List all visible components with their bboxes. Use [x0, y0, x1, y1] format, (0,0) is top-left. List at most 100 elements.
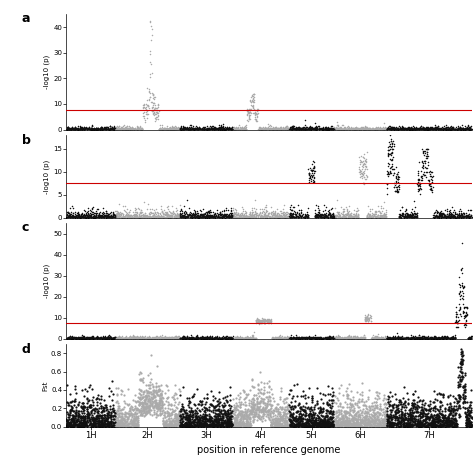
Point: [189, 124, 197, 132]
Point: [243, 126, 250, 133]
Point: [399, 335, 407, 342]
Point: [389, 334, 397, 342]
Point: [115, 210, 122, 217]
Point: [91, 416, 98, 424]
Point: [383, 335, 390, 342]
Point: [242, 393, 250, 401]
Point: [148, 407, 155, 414]
Point: [382, 125, 390, 132]
Point: [365, 418, 373, 426]
Point: [325, 421, 332, 428]
Point: [406, 408, 414, 416]
Point: [338, 210, 346, 217]
Point: [98, 333, 105, 340]
Point: [273, 211, 281, 219]
Point: [339, 208, 346, 216]
Point: [311, 126, 319, 133]
Point: [380, 126, 387, 133]
Point: [95, 419, 103, 426]
Point: [232, 407, 240, 414]
Point: [416, 414, 423, 421]
Point: [107, 408, 114, 416]
Point: [428, 126, 436, 133]
Point: [311, 334, 319, 342]
Point: [382, 415, 389, 423]
Point: [327, 419, 334, 426]
Point: [401, 334, 409, 342]
Point: [234, 405, 241, 413]
Point: [271, 211, 278, 219]
Point: [174, 418, 182, 426]
Point: [123, 124, 130, 131]
Point: [329, 410, 337, 418]
Point: [272, 405, 280, 412]
Point: [347, 421, 355, 428]
Point: [162, 422, 170, 429]
Point: [368, 411, 375, 419]
Point: [337, 399, 344, 407]
Point: [135, 210, 143, 218]
Point: [313, 210, 321, 218]
Point: [381, 422, 389, 430]
Point: [260, 410, 268, 418]
Point: [195, 125, 202, 133]
Point: [368, 335, 376, 342]
Point: [353, 388, 361, 396]
Point: [250, 335, 258, 342]
Point: [70, 423, 77, 430]
Point: [111, 418, 119, 426]
Point: [329, 335, 337, 342]
Point: [355, 403, 362, 411]
Point: [67, 415, 74, 423]
Point: [136, 125, 144, 133]
Point: [113, 211, 121, 219]
Point: [395, 185, 402, 192]
Point: [435, 208, 442, 215]
Point: [116, 334, 123, 341]
Point: [94, 414, 101, 422]
Point: [222, 125, 229, 132]
Point: [273, 212, 280, 220]
Point: [443, 212, 450, 220]
Point: [194, 423, 202, 430]
Point: [167, 209, 174, 217]
Point: [288, 210, 295, 218]
Point: [199, 335, 207, 342]
Point: [217, 420, 224, 428]
Point: [390, 333, 397, 340]
Point: [239, 420, 247, 428]
Point: [453, 310, 461, 318]
Point: [453, 310, 460, 318]
Point: [122, 409, 129, 417]
Point: [200, 125, 208, 133]
Point: [122, 334, 129, 341]
Point: [438, 213, 445, 221]
Point: [122, 417, 130, 425]
Point: [108, 335, 115, 342]
Point: [114, 209, 122, 217]
Point: [303, 422, 310, 429]
Point: [134, 126, 141, 133]
Point: [182, 422, 189, 430]
Point: [412, 210, 419, 218]
Point: [191, 406, 199, 413]
Point: [373, 213, 380, 221]
Point: [445, 419, 452, 426]
Point: [449, 213, 457, 220]
Point: [144, 212, 151, 220]
Point: [237, 416, 245, 423]
Point: [143, 335, 151, 342]
Point: [293, 415, 301, 423]
Point: [384, 418, 392, 425]
Point: [337, 125, 344, 133]
Point: [458, 374, 466, 381]
Point: [373, 417, 380, 425]
Point: [336, 415, 343, 423]
Point: [380, 211, 388, 219]
Point: [221, 408, 229, 416]
Point: [67, 422, 74, 430]
Point: [245, 333, 252, 341]
Point: [233, 334, 241, 342]
Point: [263, 204, 270, 211]
Point: [356, 126, 363, 133]
